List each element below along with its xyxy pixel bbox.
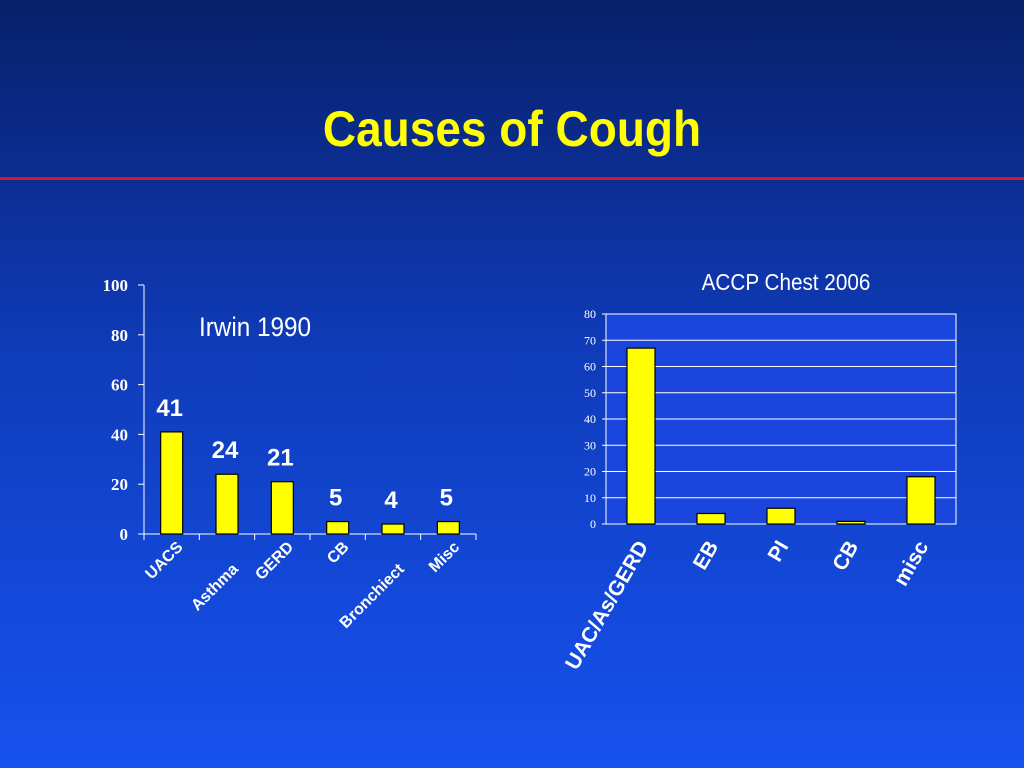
chart1-category-label: Misc — [426, 539, 463, 576]
chart1-y-tick-label: 20 — [111, 475, 128, 494]
chart1-bar — [436, 520, 460, 535]
chart1-bar — [326, 520, 350, 535]
chart2-category-label: misc — [889, 537, 933, 590]
chart2-category-label: UAC/As/GERD — [561, 537, 653, 674]
title-divider — [0, 177, 1024, 180]
chart1-category-label: CB — [324, 539, 352, 567]
chart1-data-label: 21 — [267, 445, 294, 472]
chart1-bar — [381, 523, 405, 535]
chart2-title: ACCP Chest 2006 — [702, 269, 871, 295]
chart1-bar — [270, 481, 294, 535]
chart2-y-tick-label: 60 — [584, 360, 596, 374]
chart2-y-tick-label: 50 — [584, 386, 596, 400]
chart1-data-label: 5 — [329, 485, 342, 512]
chart1-y-tick-label: 0 — [120, 525, 129, 544]
chart1-data-label: 5 — [440, 485, 453, 512]
chart2-y-tick-label: 30 — [584, 438, 596, 452]
chart1-bar — [160, 431, 184, 535]
chart2-y-tick-label: 70 — [584, 333, 596, 347]
chart2-y-tick-label: 10 — [584, 491, 596, 505]
chart1-category-label: GERD — [252, 539, 297, 584]
chart1-y-tick-label: 60 — [111, 376, 128, 395]
chart1-bar — [215, 473, 239, 535]
chart2-bar — [906, 476, 936, 525]
chart2-category-label: CB — [828, 537, 863, 575]
chart2-bar — [766, 507, 796, 525]
chart2-category-label: PI — [763, 537, 793, 566]
chart2-category-label: EB — [689, 537, 724, 574]
chart2-bar — [696, 512, 726, 525]
chart2-y-tick-label: 20 — [584, 465, 596, 479]
chart1-title: Irwin 1990 — [199, 313, 311, 342]
chart1-data-label: 24 — [212, 437, 239, 464]
chart1-data-label: 4 — [384, 487, 398, 514]
chart1-category-label: Bronchiect — [337, 560, 409, 632]
chart2-y-tick-label: 80 — [584, 307, 596, 321]
chart1-y-tick-label: 100 — [103, 276, 129, 295]
chart2-y-tick-label: 0 — [590, 517, 596, 531]
chart1-data-label: 41 — [156, 395, 183, 422]
chart2-bar — [836, 520, 866, 525]
chart1-category-label: UACS — [142, 539, 186, 583]
chart2-bar — [626, 347, 656, 525]
chart1-category-label: Asthma — [188, 561, 242, 615]
chart2-y-tick-label: 40 — [584, 412, 596, 426]
chart1-y-tick-label: 80 — [111, 326, 128, 345]
slide-title: Causes of Cough — [322, 101, 702, 157]
chart1-y-tick-label: 40 — [111, 425, 128, 444]
